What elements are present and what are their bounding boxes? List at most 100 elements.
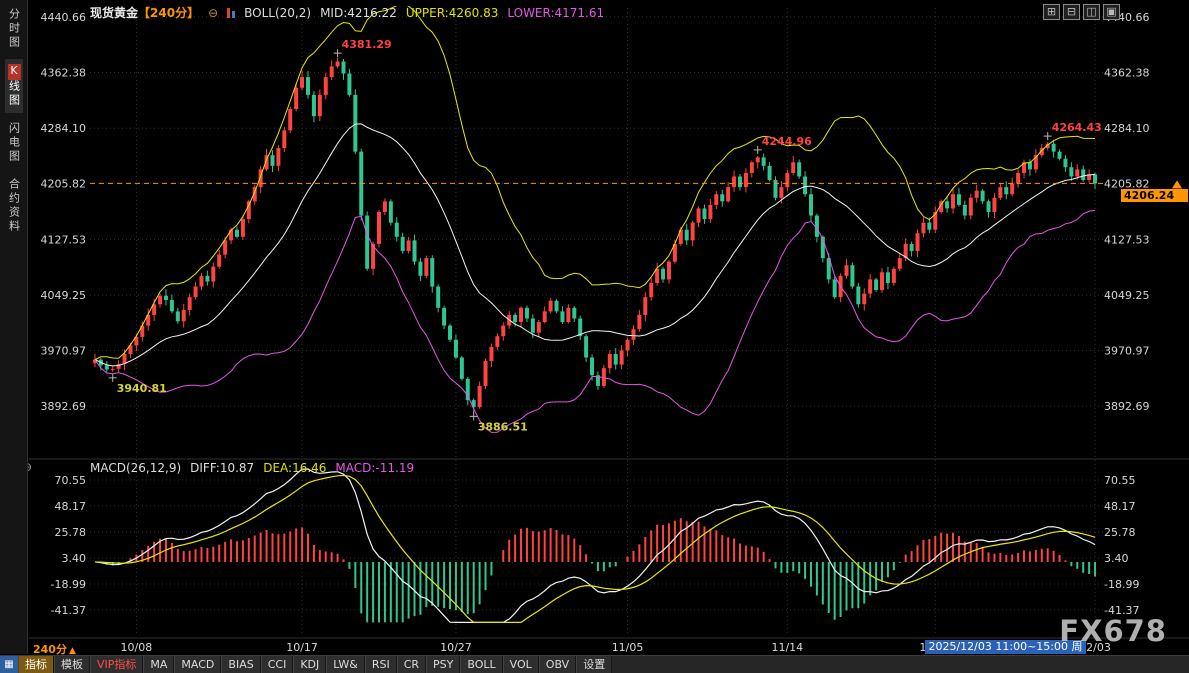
up-arrow-icon: ▲ bbox=[68, 646, 76, 656]
collapse-panel-icon[interactable]: ⊖ bbox=[208, 5, 219, 20]
svg-text:3970.97: 3970.97 bbox=[1104, 344, 1150, 357]
toolbar-item-obv[interactable]: OBV bbox=[538, 656, 577, 673]
svg-text:10/17: 10/17 bbox=[286, 641, 318, 654]
svg-text:11/14: 11/14 bbox=[771, 641, 803, 654]
toolbar-item-settings[interactable]: 设置 bbox=[576, 656, 613, 673]
toolbar-item-cci[interactable]: CCI bbox=[260, 656, 294, 673]
svg-text:-41.37: -41.37 bbox=[1104, 604, 1139, 617]
svg-text:4244.96: 4244.96 bbox=[762, 135, 812, 148]
boll-lower-value: LOWER:4171.61 bbox=[507, 5, 605, 20]
watermark: FX678 bbox=[1059, 614, 1167, 648]
boll-mid-value: MID:4216.22 bbox=[320, 5, 397, 20]
toolbar-item-template[interactable]: 模板 bbox=[54, 656, 90, 673]
toolbar-item-bias[interactable]: BIAS bbox=[221, 656, 261, 673]
candlestick-mini-icon bbox=[227, 7, 236, 18]
svg-text:10/08: 10/08 bbox=[121, 641, 153, 654]
left-sidebar: 分时图 K线图闪电图合约资料 bbox=[0, 0, 28, 654]
svg-text:11/05: 11/05 bbox=[612, 641, 644, 654]
boll-mid-line bbox=[94, 123, 1096, 367]
sidebar-tab-time-chart[interactable]: 分时图 bbox=[7, 8, 21, 50]
price-annotations: 3940.81 4381.29 3886.51 4244.96 4264.43 bbox=[108, 38, 1102, 433]
svg-text:25.78: 25.78 bbox=[1104, 526, 1136, 539]
sidebar-tab-lightning-chart[interactable]: 闪电图 bbox=[7, 122, 21, 164]
boll-upper-line bbox=[94, 6, 1096, 361]
macd-dea-value: DEA:16.46 bbox=[263, 461, 327, 475]
macd-header: MACD(26,12,9) DIFF:10.87 DEA:16.46 MACD:… bbox=[90, 461, 414, 475]
toolbar-item-indicator[interactable]: 指标 bbox=[18, 656, 54, 673]
layout-split-horizontal-icon[interactable]: ⊟ bbox=[1063, 4, 1080, 20]
svg-text:70.55: 70.55 bbox=[1104, 474, 1136, 487]
svg-text:4440.66: 4440.66 bbox=[41, 11, 87, 24]
sidebar-tab-contract-info[interactable]: 合约资料 bbox=[7, 178, 21, 234]
macd-diff-line bbox=[94, 468, 1096, 623]
svg-text:4049.25: 4049.25 bbox=[41, 289, 87, 302]
svg-text:3886.51: 3886.51 bbox=[478, 420, 528, 433]
layout-single-icon[interactable]: ▣ bbox=[1103, 4, 1120, 20]
boll-upper-value: UPPER:4260.83 bbox=[405, 5, 499, 20]
svg-text:3892.69: 3892.69 bbox=[1104, 400, 1150, 413]
sidebar-tab-kline-chart[interactable]: K线图 bbox=[4, 59, 23, 113]
toolbar-item-macd[interactable]: MACD bbox=[174, 656, 222, 673]
svg-text:4362.38: 4362.38 bbox=[41, 67, 87, 80]
symbol-name: 现货黄金 bbox=[90, 6, 139, 20]
layout-split-vertical-icon[interactable]: ◫ bbox=[1083, 4, 1100, 20]
chart-header: 现货黄金 【240分】 ⊖ BOLL(20,2) MID:4216.22 UPP… bbox=[90, 4, 604, 21]
toolbar-item-vol[interactable]: VOL bbox=[502, 656, 539, 673]
symbol-title: 现货黄金 【240分】 bbox=[90, 4, 199, 21]
last-price-line bbox=[90, 180, 1182, 189]
svg-text:3892.69: 3892.69 bbox=[41, 400, 87, 413]
svg-text:-18.99: -18.99 bbox=[1104, 578, 1139, 591]
toolbar-item-cr[interactable]: CR bbox=[396, 656, 427, 673]
candlestick-series bbox=[92, 57, 1098, 414]
svg-text:4127.53: 4127.53 bbox=[41, 233, 87, 246]
boll-params-label: BOLL(20,2) bbox=[244, 5, 312, 20]
svg-text:4264.43: 4264.43 bbox=[1052, 121, 1102, 134]
layout-quad-icon[interactable]: ⊞ bbox=[1043, 4, 1060, 20]
timeframe-tag-label: 240分 bbox=[33, 643, 67, 656]
timeframe-tag[interactable]: 240分 ▲ bbox=[33, 641, 76, 657]
active-tab-badge: K bbox=[7, 64, 21, 80]
svg-text:3.40: 3.40 bbox=[1104, 552, 1129, 565]
svg-text:3970.97: 3970.97 bbox=[41, 344, 87, 357]
svg-text:4049.25: 4049.25 bbox=[1104, 289, 1150, 302]
boll-bands bbox=[94, 6, 1096, 433]
svg-text:-41.37: -41.37 bbox=[51, 604, 86, 617]
panel-toggle-icon[interactable]: ▦ bbox=[0, 656, 18, 673]
bottom-toolbar: ▦ 指标 模板 VIP指标 MA MACD BIAS CCI KDJ LW& RSI CR PSY BOL… bbox=[0, 655, 1189, 673]
toolbar-item-vip-indicator[interactable]: VIP指标 bbox=[90, 656, 144, 673]
svg-text:4205.82: 4205.82 bbox=[1104, 178, 1150, 191]
window-layout-controls: ⊞ ⊟ ◫ ▣ bbox=[1043, 4, 1120, 20]
macd-diff-value: DIFF:10.87 bbox=[190, 461, 255, 475]
toolbar-item-boll[interactable]: BOLL bbox=[460, 656, 503, 673]
macd-histogram bbox=[99, 518, 1097, 623]
svg-text:10/27: 10/27 bbox=[440, 641, 472, 654]
svg-text:3940.81: 3940.81 bbox=[117, 382, 167, 395]
macd-axis-labels: 70.55 70.55 48.17 48.17 25.78 25.78 3.40 3.40 -1… bbox=[51, 474, 1140, 617]
macd-params-label: MACD(26,12,9) bbox=[90, 461, 182, 475]
svg-text:70.55: 70.55 bbox=[55, 474, 87, 487]
svg-text:48.17: 48.17 bbox=[1104, 500, 1136, 513]
toolbar-item-rsi[interactable]: RSI bbox=[364, 656, 397, 673]
macd-lines bbox=[94, 468, 1096, 623]
svg-text:4284.10: 4284.10 bbox=[1104, 122, 1150, 135]
macd-dea-line bbox=[94, 474, 1096, 623]
svg-text:4381.29: 4381.29 bbox=[342, 38, 392, 51]
toolbar-item-kdj[interactable]: KDJ bbox=[293, 656, 327, 673]
svg-text:4127.53: 4127.53 bbox=[1104, 233, 1150, 246]
toolbar-item-psy[interactable]: PSY bbox=[426, 656, 461, 673]
timeframe-label: 【240分】 bbox=[138, 6, 200, 20]
svg-text:4284.10: 4284.10 bbox=[41, 122, 87, 135]
toolbar-item-lwr[interactable]: LW& bbox=[326, 656, 365, 673]
svg-text:25.78: 25.78 bbox=[55, 526, 87, 539]
svg-text:12/03: 12/03 bbox=[1079, 641, 1111, 654]
svg-text:-18.99: -18.99 bbox=[51, 578, 86, 591]
last-price-badge: 4206.24 bbox=[1121, 189, 1188, 202]
gridlines bbox=[29, 8, 1189, 639]
current-bar-timestamp: 2025/12/03 11:00~15:00 周三 bbox=[925, 640, 1086, 667]
price-up-arrow-icon bbox=[1172, 180, 1182, 189]
svg-text:3.40: 3.40 bbox=[62, 552, 87, 565]
toolbar-item-ma[interactable]: MA bbox=[143, 656, 175, 673]
